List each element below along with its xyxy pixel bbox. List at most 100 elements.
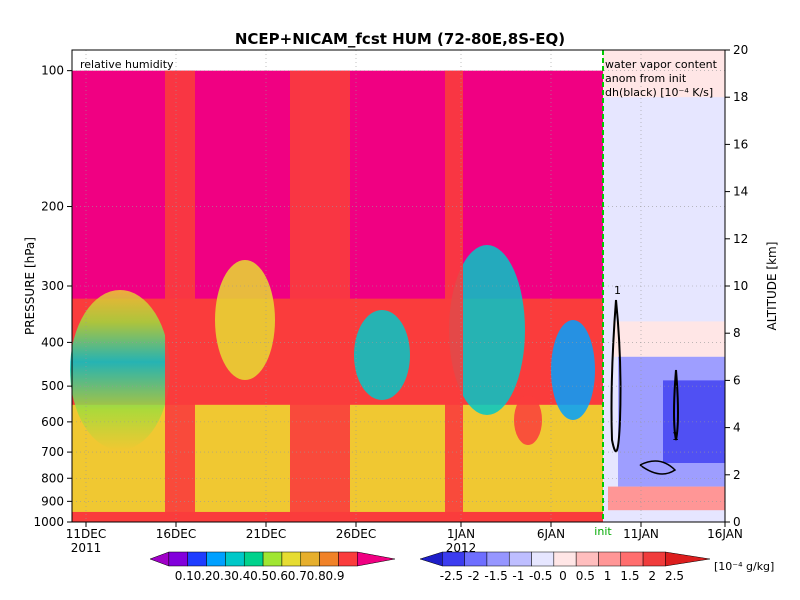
- x-tick-label: 16JAN: [707, 527, 743, 541]
- pressure-tick-label: 1000: [33, 515, 64, 529]
- anom-colorbar-label: 1.5: [620, 569, 639, 583]
- dh-contour: [639, 460, 677, 475]
- contour-label: 1: [672, 430, 679, 443]
- altitude-tick-label: 10: [733, 279, 748, 293]
- rh-region: [551, 320, 595, 420]
- pressure-tick-label: 500: [41, 379, 64, 393]
- altitude-tick-label: 4: [733, 421, 741, 435]
- rh-region: [215, 260, 275, 380]
- anom-colorbar-swatch: [642, 551, 666, 567]
- altitude-tick-label: 6: [733, 373, 741, 387]
- pressure-tick-label: 200: [41, 200, 64, 214]
- rh-colorbar-swatch: [338, 551, 358, 567]
- year-label: 2011: [71, 541, 102, 555]
- pressure-tick-label: 900: [41, 494, 64, 508]
- x-tick-label: 26DEC: [336, 527, 376, 541]
- rh-colorbar-label: 0.6: [269, 569, 288, 583]
- rh-region: [354, 310, 410, 400]
- grid: [72, 50, 726, 523]
- anom-colorbar-label: -2: [468, 569, 480, 583]
- anom-colorbar-swatch: [620, 551, 644, 567]
- altitude-tick-label: 14: [733, 185, 748, 199]
- altitude-tick-label: 8: [733, 326, 741, 340]
- axis-ticks: [67, 49, 730, 527]
- pressure-tick-label: 600: [41, 415, 64, 429]
- plot-area: 11: [70, 50, 725, 522]
- anom-colorbar-swatch: [464, 551, 488, 567]
- anom-colorbar-swatch: [553, 551, 577, 567]
- rh-colorbar-label: 0.2: [194, 569, 213, 583]
- anom-colorbar-unit: [10⁻⁴ g/kg]: [714, 560, 774, 573]
- rh-colorbar-swatch: [243, 551, 264, 567]
- x-tick-label: 11DEC: [66, 527, 106, 541]
- anom-colorbar-swatch: [442, 551, 465, 567]
- year-label: 2012: [446, 541, 477, 555]
- anom-pos-region: [603, 50, 725, 98]
- anom-colorbar-label: -0.5: [529, 569, 552, 583]
- altitude-tick-label: 18: [733, 90, 748, 104]
- rh-region: [449, 245, 525, 415]
- x-tick-label: 21DEC: [246, 527, 286, 541]
- altitude-tick-label: 12: [733, 232, 748, 246]
- anom-colorbar-label: 0: [559, 569, 567, 583]
- right-panel-label: water vapor content: [605, 58, 718, 71]
- y-axis-title-right: ALTITUDE [km]: [765, 242, 779, 331]
- init-label: init: [594, 525, 612, 538]
- rh-colorbar-right-arrow: [357, 551, 396, 567]
- pressure-tick-label: 700: [41, 445, 64, 459]
- y-axis-title-left: PRESSURE [hPa]: [23, 237, 37, 335]
- x-tick-label: 1JAN: [447, 527, 475, 541]
- pressure-tick-label: 300: [41, 279, 64, 293]
- rh-region: [70, 290, 170, 450]
- anom-colorbar-swatch: [531, 551, 555, 567]
- altitude-tick-label: 20: [733, 43, 748, 57]
- rh-colorbar-swatch: [225, 551, 245, 567]
- right-panel-label: dh(black) [10⁻⁴ K/s]: [605, 86, 713, 99]
- anom-colorbar-swatch: [486, 551, 510, 567]
- anom-colorbar-right-arrow: [665, 551, 711, 567]
- anom-colorbar-label: 0.5: [576, 569, 595, 583]
- anom-pos-region: [613, 321, 725, 357]
- rh-colorbar-label: 0.3: [212, 569, 231, 583]
- anom-colorbar-swatch: [598, 551, 622, 567]
- pressure-tick-label: 800: [41, 471, 64, 485]
- pressure-tick-label: 400: [41, 335, 64, 349]
- rh-colorbar-swatch: [281, 551, 302, 567]
- rh-colorbar-label: 0.1: [175, 569, 194, 583]
- pressure-tick-label: 100: [41, 64, 64, 78]
- anom-colorbar-label: 2.5: [665, 569, 684, 583]
- rh-colorbar-swatch: [262, 551, 283, 567]
- anom-colorbar-label: -1.5: [484, 569, 507, 583]
- contour-label: 1: [614, 284, 621, 297]
- rh-colorbar-swatch: [187, 551, 207, 567]
- rh-colorbar-label: 0.7: [288, 569, 307, 583]
- left-panel-label: relative humidity: [80, 58, 174, 71]
- dh-contour: [610, 299, 622, 453]
- anom-pos-region: [608, 486, 725, 511]
- altitude-tick-label: 0: [733, 515, 741, 529]
- x-tick-label: 16DEC: [156, 527, 196, 541]
- rh-moist-column: [165, 70, 195, 514]
- rh-field-low: [72, 511, 603, 522]
- rh-moist-column: [445, 70, 463, 514]
- anom-colorbar-label: 2: [648, 569, 656, 583]
- rh-colorbar-label: 0.5: [250, 569, 269, 583]
- rh-colorbar-label: 0.4: [231, 569, 250, 583]
- altitude-tick-label: 16: [733, 137, 748, 151]
- rh-moist-column: [290, 70, 330, 514]
- anom-colorbar-label: -2.5: [440, 569, 463, 583]
- x-tick-label: 6JAN: [537, 527, 565, 541]
- anom-colorbar-swatch: [575, 551, 599, 567]
- chart-title: NCEP+NICAM_fcst HUM (72-80E,8S-EQ): [235, 30, 565, 48]
- rh-region: [514, 395, 542, 445]
- anom-colorbar-left-arrow: [419, 551, 443, 567]
- rh-moist-column: [330, 70, 350, 514]
- rh-colorbar-swatch: [319, 551, 339, 567]
- colorbars: 0.1 0.2 0.3 0.4 0.5 0.6 0.7 0.8 0.9 -2.5 -2 -1.5 -1-…: [149, 551, 774, 583]
- rh-colorbar-swatch: [300, 551, 320, 567]
- anom-colorbar-label: -1: [512, 569, 524, 583]
- anom-colorbar-label: 1: [604, 569, 612, 583]
- rh-colorbar-label: 0.8: [307, 569, 326, 583]
